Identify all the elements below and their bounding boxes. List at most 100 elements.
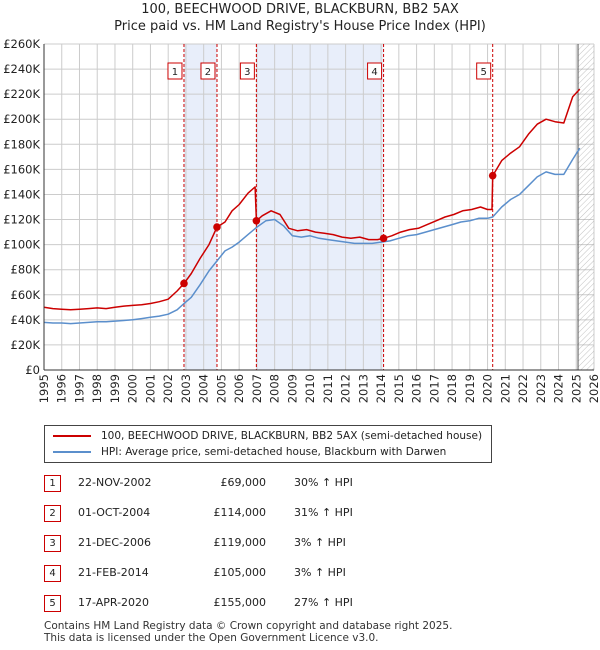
transaction-hpi-change: 27% ↑ HPI xyxy=(294,596,353,609)
x-tick-label: 2019 xyxy=(463,374,477,403)
x-tick-label: 2010 xyxy=(303,374,317,403)
transaction-price: £119,000 xyxy=(213,536,267,549)
x-tick-label: 2002 xyxy=(161,374,175,403)
sale-number-box xyxy=(167,62,183,80)
x-tick-label: 2018 xyxy=(445,374,459,403)
sale-number-box xyxy=(367,62,383,80)
x-tick-label: 2004 xyxy=(197,374,211,403)
transaction-price: £155,000 xyxy=(213,596,267,609)
x-tick-label: 2008 xyxy=(268,374,282,403)
x-tick-label: 2000 xyxy=(126,374,140,403)
transaction-number-badge: 3 xyxy=(44,535,61,552)
transaction-price: £114,000 xyxy=(213,506,267,519)
transaction-date: 21-DEC-2006 xyxy=(78,536,152,549)
footer-copyright: Contains HM Land Registry data © Crown c… xyxy=(44,620,453,632)
transaction-hpi-change: 31% ↑ HPI xyxy=(294,506,353,519)
sale-point xyxy=(379,234,388,243)
transaction-hpi-change: 3% ↑ HPI xyxy=(294,566,346,579)
sale-number-label: 4 xyxy=(371,67,377,78)
transaction-price: £69,000 xyxy=(220,476,267,489)
property-price-line xyxy=(43,88,581,311)
x-tick-label: 2003 xyxy=(179,374,193,403)
forecast-hatch xyxy=(578,44,594,370)
x-tick-label: 2020 xyxy=(481,374,495,403)
x-tick-label: 2015 xyxy=(392,374,406,403)
x-tick-label: 1995 xyxy=(37,374,51,403)
sale-number-label: 3 xyxy=(244,67,250,78)
footer-licence: This data is licensed under the Open Gov… xyxy=(44,632,379,644)
sale-number-label: 2 xyxy=(205,67,211,78)
x-tick-label: 2013 xyxy=(356,374,370,403)
legend-label-property: 100, BEECHWOOD DRIVE, BLACKBURN, BB2 5AX… xyxy=(101,430,483,442)
chart-title-address: 100, BEECHWOOD DRIVE, BLACKBURN, BB2 5AX xyxy=(141,2,459,17)
sale-point xyxy=(213,223,221,231)
x-tick-label: 1999 xyxy=(108,374,122,403)
x-tick-label: 2009 xyxy=(285,374,299,403)
transaction-price: £105,000 xyxy=(213,566,267,579)
x-tick-label: 2026 xyxy=(587,374,600,403)
x-tick-label: 2025 xyxy=(569,374,583,403)
y-tick-label: £20K xyxy=(11,338,41,352)
transaction-date: 01-OCT-2004 xyxy=(78,506,151,519)
transaction-date: 22-NOV-2002 xyxy=(78,476,152,489)
x-tick-label: 2005 xyxy=(214,374,228,403)
x-tick-label: 1996 xyxy=(55,374,69,403)
sale-point xyxy=(488,171,497,180)
price-chart: £0 £20K £40K £60K £80K £100K £120K £140K £160K £1… xyxy=(3,37,600,403)
table-row: 3 21-DEC-2006 £119,000 3% ↑ HPI xyxy=(44,534,444,554)
y-tick-label: £140K xyxy=(3,187,40,201)
y-tick-label: £40K xyxy=(11,313,41,327)
x-tick-label: 2006 xyxy=(232,374,246,403)
legend-swatch-property xyxy=(53,435,91,437)
table-row: 4 21-FEB-2014 £105,000 3% ↑ HPI xyxy=(44,564,444,584)
transaction-hpi-change: 30% ↑ HPI xyxy=(294,476,353,489)
x-tick-label: 2012 xyxy=(339,374,353,403)
x-tick-label: 2011 xyxy=(321,374,335,403)
y-tick-label: £60K xyxy=(11,288,41,302)
transaction-number-badge: 2 xyxy=(44,505,61,522)
x-tick-label: 2021 xyxy=(498,374,512,403)
x-tick-label: 2014 xyxy=(374,374,388,403)
x-tick-label: 2017 xyxy=(427,374,441,403)
highlight-band xyxy=(183,44,217,370)
y-tick-label: £0 xyxy=(25,363,40,377)
y-tick-label: £180K xyxy=(3,137,40,151)
legend-swatch-hpi xyxy=(53,451,91,453)
transaction-number-badge: 5 xyxy=(44,595,61,612)
table-row: 1 22-NOV-2002 £69,000 30% ↑ HPI xyxy=(44,474,444,494)
y-tick-label: £80K xyxy=(11,263,41,277)
table-row: 5 17-APR-2020 £155,000 27% ↑ HPI xyxy=(44,594,444,614)
y-tick-label: £120K xyxy=(3,213,40,227)
hpi-line xyxy=(43,147,581,325)
y-tick-label: £260K xyxy=(3,37,40,51)
footer-notice: Contains HM Land Registry data © Crown c… xyxy=(44,620,452,644)
x-tick-label: 1998 xyxy=(90,374,104,403)
legend-label-hpi: HPI: Average price, semi-detached house,… xyxy=(101,446,447,458)
sale-point xyxy=(252,216,261,225)
legend-item-property: 100, BEECHWOOD DRIVE, BLACKBURN, BB2 5AX… xyxy=(53,428,482,444)
y-tick-label: £100K xyxy=(3,238,40,252)
sale-number-box xyxy=(239,62,255,80)
x-tick-label: 1997 xyxy=(72,374,86,403)
sale-point xyxy=(180,279,188,288)
table-row: 2 01-OCT-2004 £114,000 31% ↑ HPI xyxy=(44,504,444,524)
transaction-hpi-change: 3% ↑ HPI xyxy=(294,536,346,549)
y-tick-label: £220K xyxy=(3,87,40,101)
x-tick-label: 2022 xyxy=(516,374,530,403)
transaction-date: 21-FEB-2014 xyxy=(78,566,149,579)
highlight-band xyxy=(256,44,384,370)
sale-number-label: 5 xyxy=(481,67,487,78)
x-tick-label: 2001 xyxy=(143,374,157,403)
legend: 100, BEECHWOOD DRIVE, BLACKBURN, BB2 5AX… xyxy=(44,425,492,463)
y-tick-label: £240K xyxy=(3,62,40,76)
x-tick-label: 2016 xyxy=(410,374,424,403)
transaction-number-badge: 4 xyxy=(44,565,61,582)
x-tick-label: 2024 xyxy=(552,374,566,403)
y-tick-label: £160K xyxy=(3,162,40,176)
x-tick-label: 2007 xyxy=(250,374,264,403)
y-tick-label: £200K xyxy=(3,112,40,126)
legend-item-hpi: HPI: Average price, semi-detached house,… xyxy=(53,444,446,460)
transaction-date: 17-APR-2020 xyxy=(78,596,150,609)
chart-title-subtitle: Price paid vs. HM Land Registry's House … xyxy=(114,19,486,34)
x-tick-label: 2023 xyxy=(534,374,548,403)
